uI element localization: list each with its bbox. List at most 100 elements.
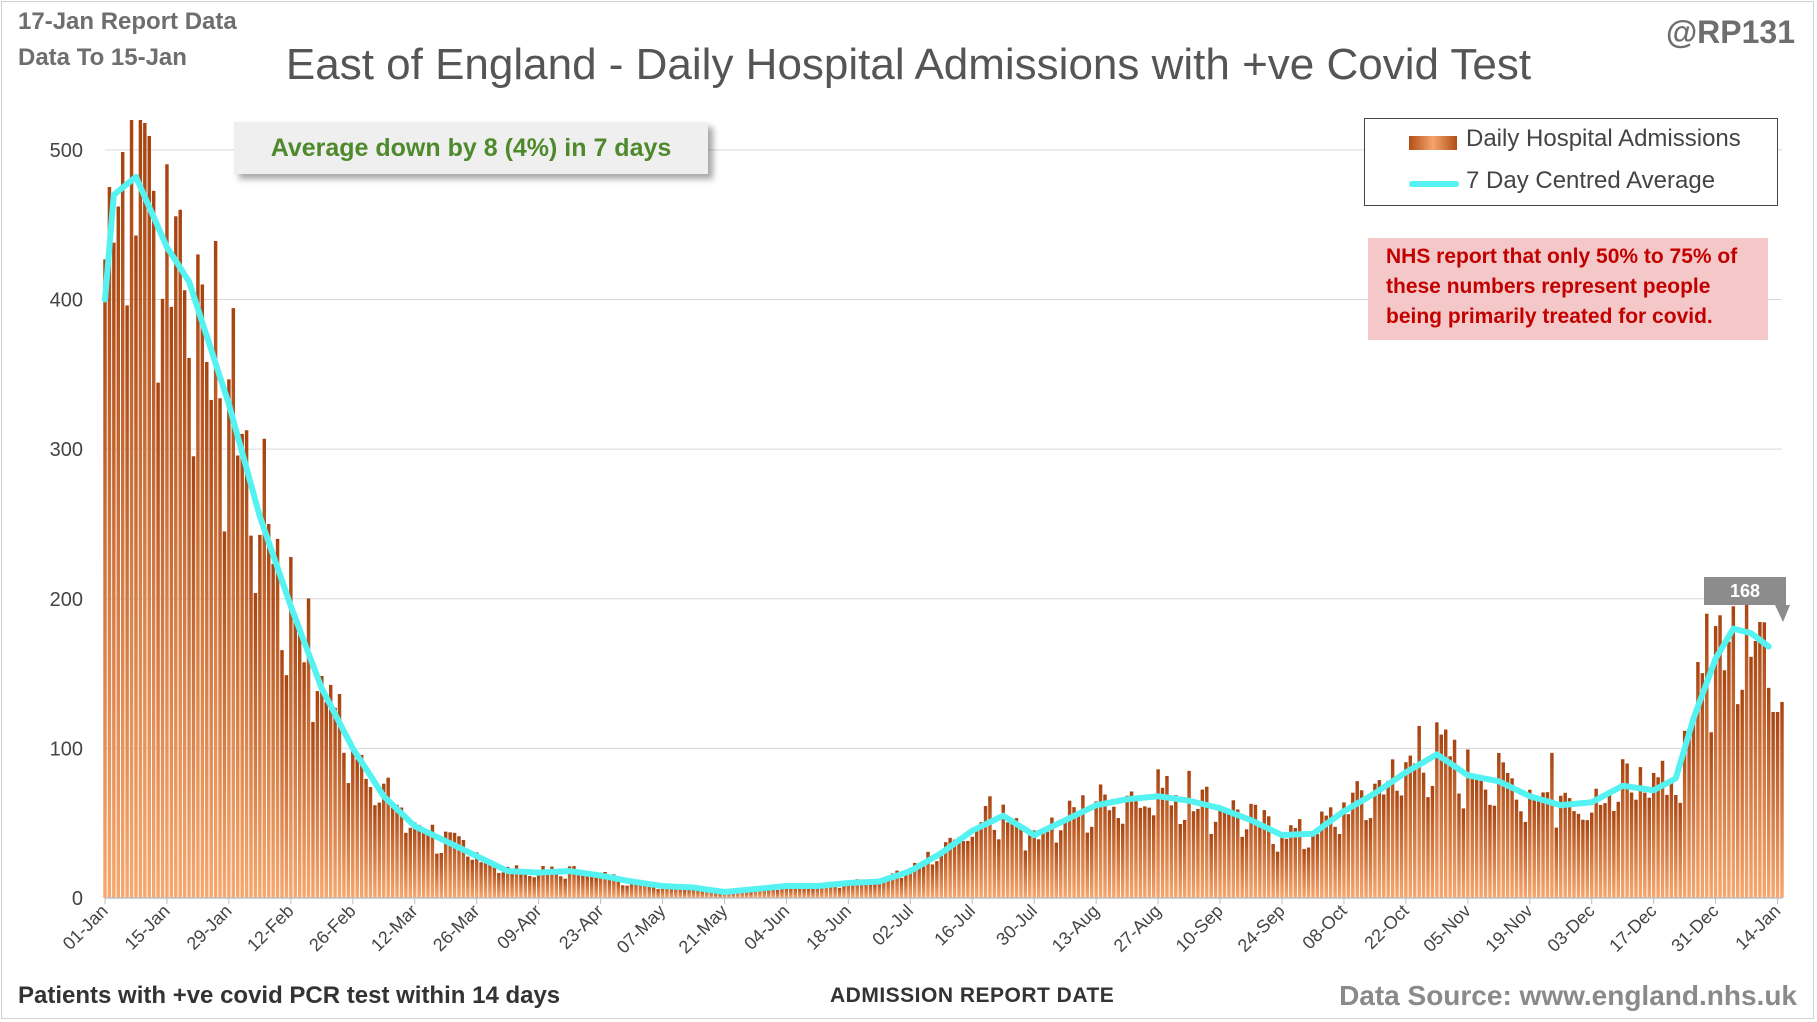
daily-bar bbox=[266, 523, 271, 898]
daily-bar bbox=[315, 691, 320, 898]
report-date: 17-Jan Report Data bbox=[18, 8, 237, 35]
daily-bar bbox=[1019, 826, 1023, 898]
daily-bar bbox=[992, 829, 997, 898]
daily-bar bbox=[1311, 833, 1315, 898]
daily-bar bbox=[700, 889, 705, 898]
daily-bar bbox=[1443, 729, 1448, 898]
daily-bar bbox=[1430, 785, 1435, 898]
daily-bar bbox=[660, 886, 665, 898]
daily-bar bbox=[492, 865, 497, 898]
daily-bar bbox=[1550, 752, 1554, 898]
daily-bar bbox=[470, 859, 474, 898]
y-tick-label: 400 bbox=[50, 290, 83, 312]
daily-bar bbox=[1598, 804, 1603, 898]
x-tick-label: 07-May bbox=[613, 901, 670, 958]
x-tick-label: 02-Jul bbox=[868, 901, 917, 950]
daily-bar bbox=[1545, 792, 1550, 898]
x-tick-label: 16-Jul bbox=[930, 901, 979, 950]
daily-bar bbox=[1736, 704, 1740, 898]
chart-title: East of England - Daily Hospital Admissi… bbox=[285, 40, 1532, 89]
daily-bar bbox=[559, 876, 563, 898]
daily-bar bbox=[390, 804, 395, 898]
daily-bar bbox=[1098, 784, 1103, 898]
daily-bar bbox=[364, 778, 368, 898]
daily-bar bbox=[1178, 823, 1182, 898]
daily-bar bbox=[306, 598, 311, 898]
x-tick-label: 08-Oct bbox=[1298, 901, 1350, 953]
daily-bar bbox=[1200, 789, 1205, 898]
daily-bar bbox=[634, 880, 638, 898]
daily-bar bbox=[488, 861, 492, 898]
daily-bar bbox=[479, 862, 483, 898]
daily-bar bbox=[399, 807, 404, 898]
daily-bar bbox=[1705, 613, 1709, 898]
daily-bar bbox=[382, 783, 386, 898]
daily-bar bbox=[594, 877, 598, 898]
daily-bar bbox=[904, 873, 908, 898]
daily-bar bbox=[1439, 734, 1444, 898]
daily-bar bbox=[320, 675, 324, 898]
daily-bar bbox=[948, 837, 952, 898]
daily-bar bbox=[413, 822, 417, 898]
daily-bar bbox=[1426, 797, 1430, 898]
daily-bar bbox=[1523, 821, 1528, 898]
daily-bar bbox=[1346, 814, 1351, 898]
daily-bar bbox=[815, 885, 820, 898]
daily-bar bbox=[1289, 825, 1293, 898]
daily-bar bbox=[1151, 815, 1156, 898]
daily-bar bbox=[1036, 839, 1041, 898]
daily-bar bbox=[1727, 641, 1731, 898]
x-axis-ticks: 01-Jan 15-Jan 29-Jan 12-Feb 26-Feb 12-Mar 26-M… bbox=[59, 898, 1784, 958]
daily-bar bbox=[771, 887, 775, 898]
daily-bar bbox=[1603, 803, 1607, 898]
daily-bar bbox=[1315, 833, 1320, 898]
daily-bar bbox=[1050, 817, 1054, 898]
daily-bar bbox=[970, 836, 974, 898]
daily-bar bbox=[1187, 770, 1191, 898]
daily-bar bbox=[625, 885, 629, 898]
daily-bar bbox=[877, 880, 882, 898]
daily-bar bbox=[1041, 828, 1045, 898]
daily-bar bbox=[797, 886, 802, 898]
daily-bar bbox=[828, 883, 833, 898]
daily-bar bbox=[1010, 824, 1014, 898]
daily-bar bbox=[612, 874, 616, 898]
daily-bar bbox=[138, 120, 143, 898]
daily-bar bbox=[554, 869, 559, 898]
x-tick-label: 09-Apr bbox=[493, 901, 545, 953]
daily-bar bbox=[1182, 819, 1187, 898]
x-tick-label: 13-Aug bbox=[1048, 901, 1103, 956]
daily-bar bbox=[758, 887, 762, 898]
data-to-date: Data To 15-Jan bbox=[18, 44, 187, 71]
daily-bar bbox=[824, 882, 828, 898]
daily-bar bbox=[1342, 802, 1346, 898]
daily-bar bbox=[165, 164, 169, 899]
daily-bar bbox=[1240, 836, 1244, 898]
daily-bar bbox=[1125, 795, 1129, 898]
daily-bar bbox=[851, 881, 855, 898]
daily-bar bbox=[1222, 808, 1227, 898]
last-average-value: 168 bbox=[1730, 581, 1760, 601]
daily-bar bbox=[1519, 811, 1523, 898]
daily-bar bbox=[762, 886, 767, 898]
x-tick-label: 26-Mar bbox=[429, 901, 483, 955]
nhs-note-line-3: being primarily treated for covid. bbox=[1386, 305, 1713, 328]
daily-bar bbox=[1174, 795, 1178, 898]
daily-bar bbox=[939, 851, 944, 898]
daily-bar bbox=[603, 872, 607, 898]
daily-bar bbox=[1302, 849, 1306, 898]
x-tick-label: 19-Nov bbox=[1481, 901, 1536, 956]
daily-bar bbox=[1713, 626, 1718, 898]
daily-bar bbox=[1514, 799, 1519, 898]
daily-bar bbox=[1368, 818, 1373, 898]
y-tick-label: 500 bbox=[50, 140, 83, 162]
daily-bar bbox=[1209, 833, 1213, 898]
daily-bar bbox=[1054, 842, 1059, 898]
daily-bar bbox=[753, 886, 758, 898]
daily-bar bbox=[1731, 606, 1736, 898]
daily-bar bbox=[1656, 777, 1660, 898]
daily-bar bbox=[1541, 792, 1545, 898]
daily-bar bbox=[1709, 732, 1713, 898]
x-tick-label: 30-Jul bbox=[992, 901, 1041, 950]
daily-bar bbox=[1651, 772, 1656, 898]
